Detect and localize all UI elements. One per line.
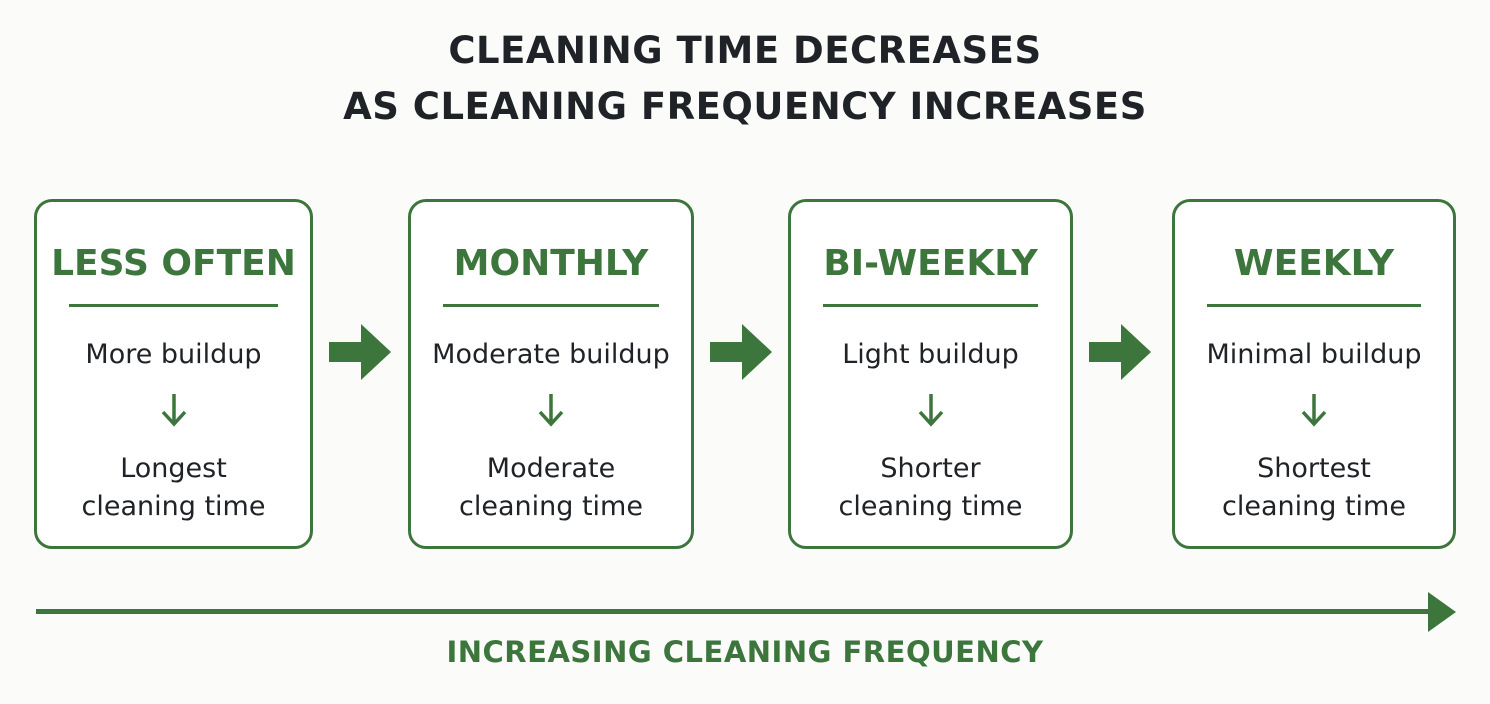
card-time-text: Longest cleaning time xyxy=(37,450,310,526)
card-frequency-label: MONTHLY xyxy=(453,243,649,284)
card-divider xyxy=(1207,304,1421,307)
card-time-text: Moderate cleaning time xyxy=(411,450,691,526)
card-less-often: LESS OFTEN More buildup Longest cleaning… xyxy=(34,199,313,549)
card-time-text: Shorter cleaning time xyxy=(791,450,1070,526)
right-arrow-icon xyxy=(1089,324,1151,380)
card-time-line-1: Moderate xyxy=(486,453,616,484)
card-weekly: WEEKLY Minimal buildup Shortest cleaning… xyxy=(1172,199,1456,549)
down-arrow-icon xyxy=(538,394,564,427)
card-time-line-2: cleaning time xyxy=(81,491,266,522)
card-buildup-text: Minimal buildup xyxy=(1206,339,1422,370)
card-divider xyxy=(823,304,1038,307)
down-arrow-icon xyxy=(161,394,186,427)
down-arrow-icon xyxy=(1301,394,1327,427)
card-divider xyxy=(443,304,659,307)
card-time-line-1: Shorter xyxy=(880,453,981,484)
card-buildup-text: More buildup xyxy=(85,339,262,370)
card-frequency-label: WEEKLY xyxy=(1233,243,1395,284)
card-buildup-text: Moderate buildup xyxy=(432,339,670,370)
right-arrow-icon xyxy=(329,324,391,380)
long-right-arrow-icon xyxy=(36,592,1456,632)
card-time-line-1: Shortest xyxy=(1257,453,1371,484)
card-bi-weekly: BI-WEEKLY Light buildup Shorter cleaning… xyxy=(788,199,1073,549)
card-time-line-2: cleaning time xyxy=(1222,491,1406,522)
title-line-2: AS CLEANING FREQUENCY INCREASES xyxy=(343,85,1147,128)
down-arrow-icon xyxy=(918,394,943,427)
title-line-1: CLEANING TIME DECREASES xyxy=(448,29,1042,72)
card-buildup-text: Light buildup xyxy=(842,339,1019,370)
card-time-text: Shortest cleaning time xyxy=(1175,450,1453,526)
card-time-line-1: Longest xyxy=(120,453,227,484)
card-frequency-label: LESS OFTEN xyxy=(51,243,296,284)
card-divider xyxy=(69,304,278,307)
axis-label: INCREASING CLEANING FREQUENCY xyxy=(446,635,1044,669)
card-frequency-label: BI-WEEKLY xyxy=(823,243,1038,284)
card-monthly: MONTHLY Moderate buildup Moderate cleani… xyxy=(408,199,694,549)
card-time-line-2: cleaning time xyxy=(459,491,643,522)
right-arrow-icon xyxy=(710,324,772,380)
card-time-line-2: cleaning time xyxy=(838,491,1023,522)
